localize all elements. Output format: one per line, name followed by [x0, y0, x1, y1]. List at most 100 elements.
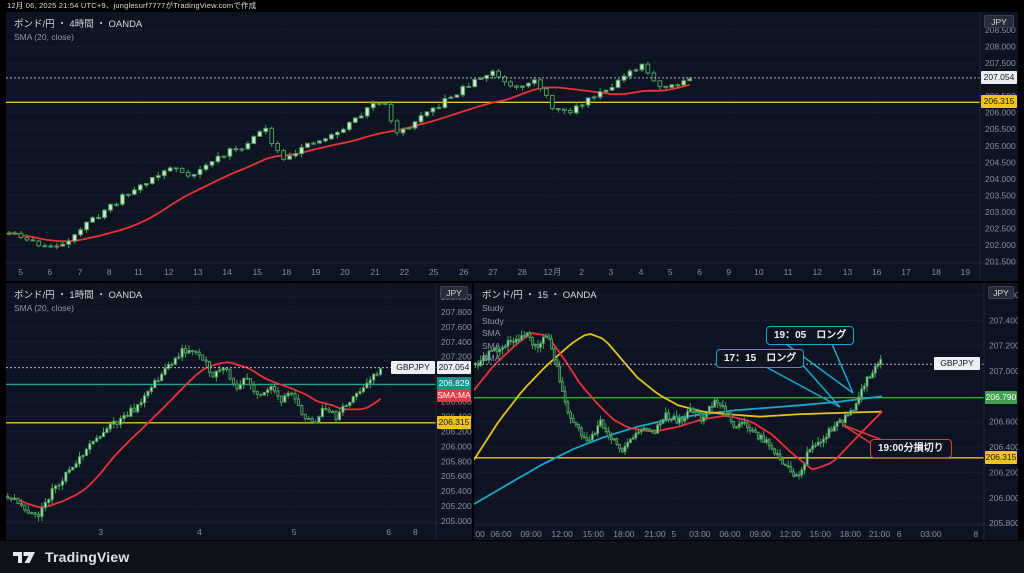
svg-text:204.000: 204.000 [985, 174, 1016, 184]
svg-text:206.000: 206.000 [441, 441, 472, 451]
svg-text:205.800: 205.800 [989, 518, 1018, 528]
svg-text:206.000: 206.000 [985, 108, 1016, 118]
svg-text:207.800: 207.800 [441, 307, 472, 317]
svg-text:13: 13 [843, 267, 853, 277]
svg-text:203.000: 203.000 [985, 207, 1016, 217]
svg-text:11: 11 [134, 267, 143, 277]
callout-stoploss-1900[interactable]: 19:00分損切り [870, 439, 952, 458]
svg-text:208.500: 208.500 [985, 25, 1016, 35]
svg-text:18: 18 [282, 267, 292, 277]
axis-price-label: 206.790 [985, 391, 1017, 404]
svg-text:205.600: 205.600 [441, 471, 472, 481]
svg-text:12:00: 12:00 [780, 529, 802, 539]
axis-currency-label: JPY [440, 286, 468, 299]
svg-text:22: 22 [400, 267, 410, 277]
svg-text:207.400: 207.400 [989, 315, 1018, 325]
svg-text:205.000: 205.000 [441, 516, 472, 526]
svg-text:15:00: 15:00 [810, 529, 832, 539]
svg-text:06:00: 06:00 [490, 529, 512, 539]
svg-text:202.500: 202.500 [985, 223, 1016, 233]
svg-text:12: 12 [813, 267, 823, 277]
footer-brand[interactable]: TradingView [45, 549, 130, 565]
svg-text:204.500: 204.500 [985, 157, 1016, 167]
svg-text:12:00: 12:00 [552, 529, 574, 539]
svg-text:8: 8 [413, 527, 418, 537]
svg-text:6: 6 [386, 527, 391, 537]
callout-long-1905[interactable]: 19：05 ロング [766, 326, 855, 345]
axis-indicator-label: SMA:MA [437, 389, 471, 402]
svg-text:6: 6 [47, 267, 52, 277]
svg-text:17: 17 [901, 267, 911, 277]
svg-text:26: 26 [459, 267, 469, 277]
axis-currency-label: JPY [988, 286, 1014, 299]
svg-text:5: 5 [668, 267, 673, 277]
attribution-bar: 12月 06, 2025 21:54 UTC+9、junglesurf7777が… [7, 1, 257, 10]
svg-text:3: 3 [609, 267, 614, 277]
svg-text:206.200: 206.200 [441, 426, 472, 436]
axis-price-label: 206.829 [437, 377, 471, 390]
svg-text:21:00: 21:00 [869, 529, 891, 539]
svg-text:207.400: 207.400 [441, 337, 472, 347]
svg-text:19: 19 [961, 267, 971, 277]
svg-text:15: 15 [253, 267, 263, 277]
svg-text:15:00: 15:00 [583, 529, 605, 539]
svg-text:3:00: 3:00 [474, 529, 485, 539]
svg-text:3: 3 [98, 527, 103, 537]
tradingview-logo-icon[interactable] [13, 550, 37, 565]
svg-text:18:00: 18:00 [840, 529, 862, 539]
chart-canvas-1h[interactable]: 208.000207.800207.600207.400207.200206.6… [6, 283, 472, 540]
svg-text:12月: 12月 [543, 267, 561, 277]
svg-text:03:00: 03:00 [920, 529, 942, 539]
svg-text:11: 11 [784, 267, 793, 277]
axis-price-label: 206.315 [985, 451, 1017, 464]
axis-last-price-label: 207.054 [981, 71, 1017, 84]
svg-text:5: 5 [292, 527, 297, 537]
svg-text:12: 12 [164, 267, 174, 277]
svg-text:20: 20 [340, 267, 350, 277]
svg-text:18:00: 18:00 [613, 529, 635, 539]
svg-text:207.000: 207.000 [989, 366, 1018, 376]
svg-text:207.500: 207.500 [985, 58, 1016, 68]
svg-text:5: 5 [18, 267, 23, 277]
svg-text:207.600: 207.600 [441, 322, 472, 332]
svg-text:206.400: 206.400 [989, 442, 1018, 452]
chart-panel-4h[interactable]: 208.500208.000207.500206.500206.000205.5… [6, 12, 1018, 281]
svg-text:206.600: 206.600 [989, 417, 1018, 427]
svg-text:10: 10 [754, 267, 764, 277]
svg-text:206.200: 206.200 [989, 467, 1018, 477]
svg-text:4: 4 [639, 267, 644, 277]
svg-text:21:00: 21:00 [644, 529, 666, 539]
svg-text:18: 18 [931, 267, 941, 277]
axis-currency-label: JPY [984, 15, 1014, 28]
symbol-price-label: GBPJPY [391, 361, 435, 374]
svg-text:28: 28 [517, 267, 527, 277]
svg-text:09:00: 09:00 [520, 529, 542, 539]
chart-panel-15m[interactable]: 207.600207.400207.200207.000206.600206.4… [474, 283, 1018, 540]
svg-text:202.000: 202.000 [985, 240, 1016, 250]
svg-text:8: 8 [973, 529, 978, 539]
svg-text:03:00: 03:00 [689, 529, 711, 539]
svg-text:6: 6 [697, 267, 702, 277]
svg-text:207.200: 207.200 [441, 352, 472, 362]
svg-text:203.500: 203.500 [985, 190, 1016, 200]
footer-bar: TradingView [0, 541, 1024, 573]
symbol-price-label: GBPJPY [934, 357, 980, 370]
chart-canvas-15m[interactable]: 207.600207.400207.200207.000206.600206.4… [474, 283, 1018, 540]
axis-last-price-label: 207.054 [437, 361, 471, 374]
svg-text:8: 8 [107, 267, 112, 277]
svg-text:06:00: 06:00 [719, 529, 741, 539]
svg-text:207.200: 207.200 [989, 341, 1018, 351]
chart-canvas-4h[interactable]: 208.500208.000207.500206.500206.000205.5… [6, 12, 1018, 281]
svg-text:14: 14 [222, 267, 232, 277]
chart-panel-1h[interactable]: 208.000207.800207.600207.400207.200206.6… [6, 283, 472, 540]
svg-text:7: 7 [78, 267, 83, 277]
svg-text:208.000: 208.000 [985, 42, 1016, 52]
svg-text:16: 16 [872, 267, 882, 277]
svg-text:205.500: 205.500 [985, 124, 1016, 134]
callout-long-1715[interactable]: 17：15 ロング [716, 349, 805, 368]
svg-text:13: 13 [193, 267, 203, 277]
svg-text:201.500: 201.500 [985, 256, 1016, 266]
svg-text:27: 27 [488, 267, 498, 277]
svg-text:09:00: 09:00 [749, 529, 771, 539]
